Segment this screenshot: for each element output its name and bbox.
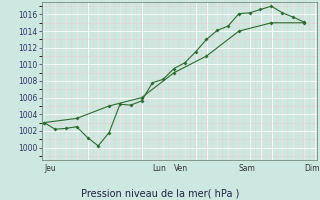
Text: Sam: Sam: [239, 164, 256, 173]
Text: Dim: Dim: [304, 164, 319, 173]
Text: Jeu: Jeu: [44, 164, 56, 173]
Text: Ven: Ven: [174, 164, 188, 173]
Text: Lun: Lun: [152, 164, 166, 173]
Text: Pression niveau de la mer( hPa ): Pression niveau de la mer( hPa ): [81, 188, 239, 198]
